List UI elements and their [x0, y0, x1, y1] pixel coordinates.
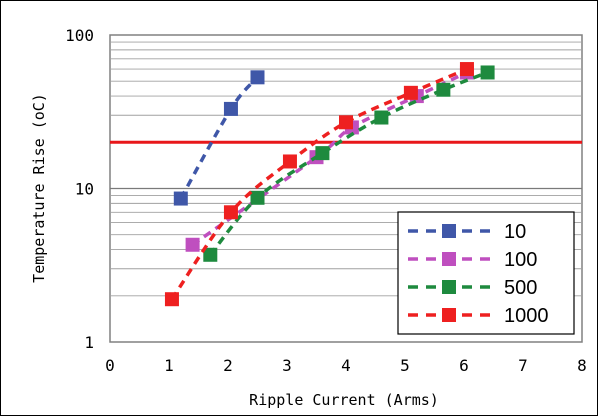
y-tick-label: 1: [84, 333, 94, 352]
x-tick-label: 0: [105, 356, 115, 375]
data-point: [436, 82, 451, 97]
data-point: [250, 70, 265, 85]
series-10: [173, 70, 265, 206]
series-500: [203, 65, 495, 262]
legend-item: 1000: [408, 305, 549, 327]
series-1000: [164, 62, 474, 307]
data-point: [203, 247, 218, 262]
y-axis-title: Temperature Rise (oC): [30, 93, 48, 283]
legend-label: 100: [504, 249, 537, 271]
legend: 10 100 500 1000: [397, 211, 575, 335]
data-point: [173, 191, 188, 206]
x-tick-label: 7: [518, 356, 528, 375]
legend-item: 500: [408, 277, 537, 299]
data-point: [315, 146, 330, 161]
data-point: [480, 65, 495, 80]
legend-label: 1000: [504, 305, 549, 327]
y-tick-label: 100: [65, 26, 94, 45]
x-axis-title: Ripple Current (Arms): [249, 391, 439, 409]
legend-label: 500: [504, 277, 537, 299]
x-tick-label: 1: [164, 356, 174, 375]
x-tick-label: 8: [577, 356, 587, 375]
x-tick-label: 4: [341, 356, 351, 375]
data-point: [374, 110, 389, 125]
series-line: [208, 70, 489, 256]
x-tick-label: 3: [282, 356, 292, 375]
data-point: [250, 190, 265, 205]
legend-swatch-marker: [442, 280, 456, 294]
x-tick-label: 6: [459, 356, 469, 375]
legend-swatch-marker: [442, 252, 456, 266]
legend-swatch-marker: [442, 224, 456, 238]
data-point: [403, 85, 418, 100]
legend-label: 10: [504, 221, 526, 243]
data-point: [164, 292, 179, 307]
data-point: [223, 205, 238, 220]
legend-swatch-marker: [442, 308, 456, 322]
data-point: [223, 101, 238, 116]
x-tick-label: 5: [400, 356, 410, 375]
series-group: [164, 62, 495, 307]
data-point: [185, 237, 200, 252]
data-point: [282, 154, 297, 169]
legend-item: 100: [408, 249, 537, 271]
data-point: [459, 62, 474, 77]
x-tick-label: 2: [223, 356, 233, 375]
y-tick-label: 10: [75, 180, 94, 199]
legend-item: 10: [408, 221, 526, 243]
data-point: [339, 115, 353, 130]
